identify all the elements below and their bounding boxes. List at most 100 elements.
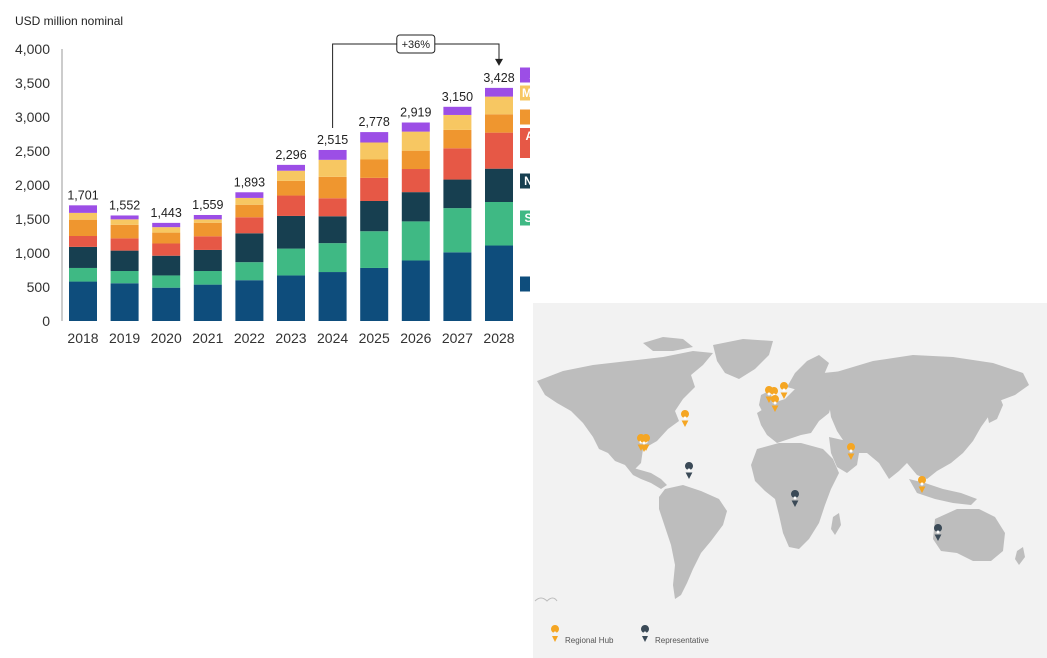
- legend-item: Europe: [520, 276, 530, 292]
- north-america-shape: [537, 351, 713, 471]
- central-america-shape: [625, 465, 667, 489]
- y-tick-label: 3,500: [15, 75, 50, 91]
- y-axis-label: USD million nominal: [15, 14, 123, 28]
- asia-shape: [829, 355, 1029, 479]
- bar-segment: [152, 275, 181, 288]
- legend-item: S. America: [520, 210, 530, 226]
- bar-segment: [443, 252, 472, 321]
- x-tick-label: 2018: [67, 330, 98, 346]
- bar-segment: [318, 159, 347, 177]
- bar-segment: [235, 217, 264, 234]
- legend-rep-label: Representative: [655, 636, 709, 645]
- legend-label: Australia: [529, 70, 530, 82]
- total-label: 2,778: [359, 115, 390, 129]
- growth-annotation: +36%: [332, 34, 503, 128]
- greenland-shape: [713, 339, 773, 379]
- total-label: 1,701: [67, 188, 98, 202]
- new-zealand-shape: [1015, 547, 1025, 565]
- bar-segment: [193, 236, 222, 250]
- bar-segment: [235, 197, 264, 205]
- bar-stack-2023: [277, 164, 305, 321]
- bar-segment: [360, 177, 389, 201]
- bar-segment: [69, 219, 97, 236]
- bar-segment: [485, 202, 513, 246]
- bar-segment: [152, 222, 181, 228]
- bar-segment: [401, 221, 430, 261]
- bar-segment: [110, 219, 139, 225]
- bar-segment: [401, 192, 430, 222]
- bar-segment: [485, 245, 513, 321]
- bar-stack-2026: [401, 122, 430, 321]
- y-tick-label: 3,000: [15, 109, 50, 125]
- bar-segment: [443, 106, 472, 115]
- total-label: 2,919: [400, 106, 431, 120]
- chart-legend: Europe S. America N. America Asia (excl.Chi…: [520, 67, 530, 292]
- arctic-islands-shape: [643, 337, 693, 351]
- total-label: 3,150: [442, 90, 473, 104]
- legend-item: Asia (excl.China): [520, 128, 530, 158]
- x-tick-label: 2026: [400, 330, 431, 346]
- regional-hub-pin-icon: [681, 410, 690, 427]
- y-tick-label: 2,000: [15, 177, 50, 193]
- bar-segment: [443, 114, 472, 130]
- bar-segment: [110, 250, 139, 272]
- y-axis-ticks: 0 500 1,000 1,500 2,000 2,500 3,000 3,500 4,000: [15, 41, 63, 329]
- bar-segment: [235, 233, 264, 263]
- bar-stack-2021: [193, 214, 222, 321]
- antarctica-outline: [534, 597, 558, 602]
- bar-segment: [277, 195, 305, 216]
- bar-segment: [485, 96, 513, 115]
- bar-segment: [443, 129, 472, 149]
- bar-segment: [69, 205, 97, 213]
- bar-segment: [485, 132, 513, 169]
- representative-pin-icon: [934, 524, 943, 541]
- bar-segment: [360, 159, 389, 178]
- representative-pin-icon: [685, 462, 694, 479]
- y-tick-label: 4,000: [15, 41, 50, 57]
- bar-segment: [485, 87, 513, 97]
- world-map: Regional Hub Representative: [534, 337, 1029, 645]
- legend-swatch: [520, 173, 530, 189]
- legend-label: Middle East: [522, 88, 530, 100]
- japan-shape: [987, 395, 1003, 423]
- bar-segment: [235, 262, 264, 281]
- bar-segment: [110, 215, 139, 220]
- bar-stack-2019: [110, 215, 139, 321]
- bar-segment: [152, 227, 181, 233]
- legend-item: Africa: [520, 109, 530, 125]
- bar-segment: [110, 271, 139, 284]
- stacked-bar-chart: USD million nominal 0 500 1,000 1,500 2,000 2…: [15, 14, 530, 346]
- bar-segment: [443, 179, 472, 209]
- bar-segment: [401, 122, 430, 132]
- total-label: 1,552: [109, 198, 140, 212]
- x-tick-label: 2020: [151, 330, 182, 346]
- total-label: 3,428: [483, 71, 514, 85]
- growth-arrow-head: [495, 58, 503, 66]
- regional-hub-pin-icon: [640, 435, 649, 452]
- bar-segment: [235, 204, 264, 218]
- x-tick-label: 2027: [442, 330, 473, 346]
- legend-swatch: [520, 67, 530, 83]
- bar-segment: [193, 214, 222, 220]
- bar-stack-2028: [485, 87, 513, 321]
- legend-hub-label: Regional Hub: [565, 636, 614, 645]
- bar-segment: [69, 281, 97, 321]
- bar-segment: [193, 222, 222, 237]
- legend-rep-icon: [641, 625, 650, 642]
- bar-stack-2018: [69, 205, 97, 321]
- y-tick-label: 1,500: [15, 211, 50, 227]
- bar-segment: [277, 180, 305, 196]
- legend-label: N. America: [524, 176, 530, 188]
- legend-label: Asia (excl.China): [526, 131, 530, 156]
- total-label: 1,559: [192, 198, 223, 212]
- bar-segment: [401, 260, 430, 321]
- legend-swatch: [520, 109, 530, 125]
- regional-hub-pin-icon: [780, 382, 789, 399]
- bar-segment: [318, 149, 347, 160]
- bar-segment: [69, 212, 97, 220]
- x-axis-ticks: 2018 2019 2020 2021 2022 2023 2024 2025 2026 2027…: [67, 330, 514, 346]
- europe-shape: [757, 371, 853, 443]
- legend-hub-icon: [551, 625, 560, 642]
- bar-segment: [69, 246, 97, 268]
- bar-segment: [443, 148, 472, 180]
